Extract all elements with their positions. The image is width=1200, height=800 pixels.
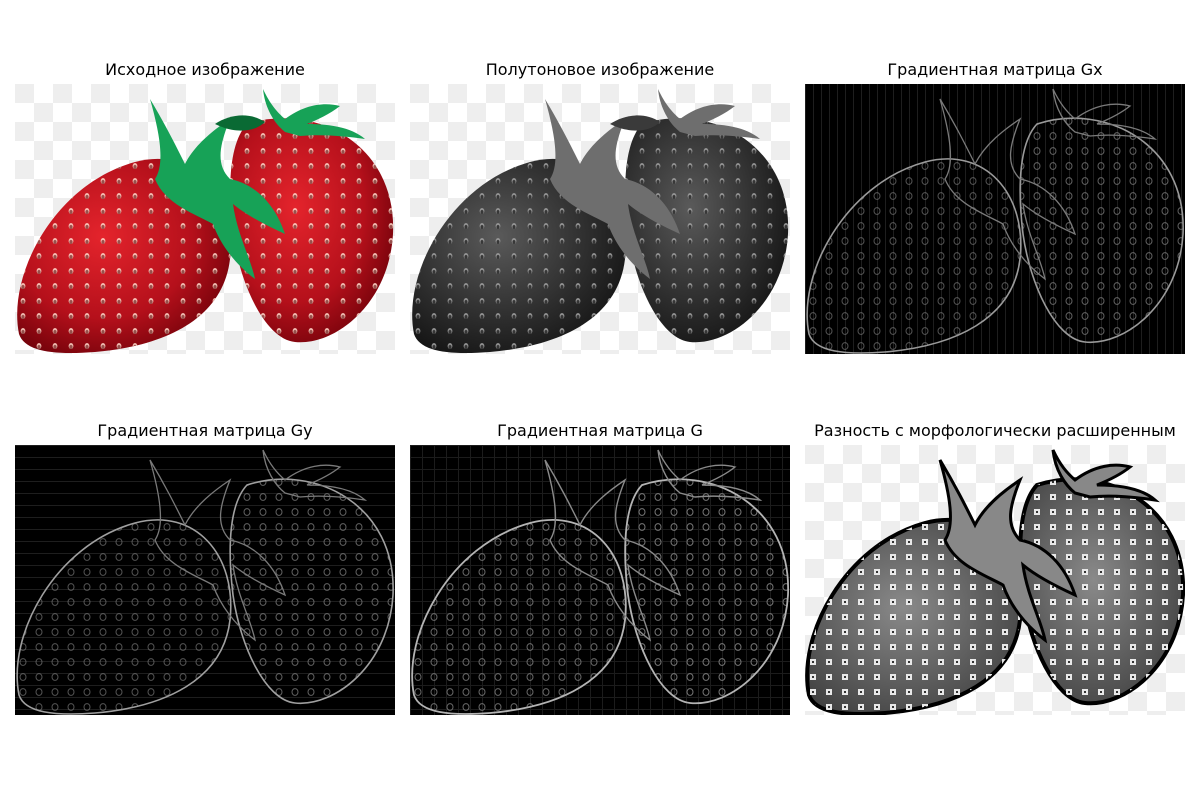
strawberry-gradient-y-image <box>15 445 395 715</box>
strawberry-gradient-x-image <box>805 84 1185 354</box>
strawberry-gradient-magnitude-image <box>410 445 790 715</box>
panel-title: Градиентная матрица G <box>497 421 703 440</box>
strawberry-grayscale-image <box>410 84 790 354</box>
panel-title: Исходное изображение <box>105 60 305 79</box>
panel-title: Полутоновое изображение <box>485 60 715 79</box>
strawberry-photo-image <box>15 84 395 354</box>
panel-title: Градиентная матрица Gx <box>887 60 1103 79</box>
panel-title: Градиентная матрица Gy <box>97 421 313 440</box>
panel-title: Разность с морфологически расширенным <box>814 421 1176 440</box>
strawberry-morph-difference-image <box>805 445 1185 715</box>
